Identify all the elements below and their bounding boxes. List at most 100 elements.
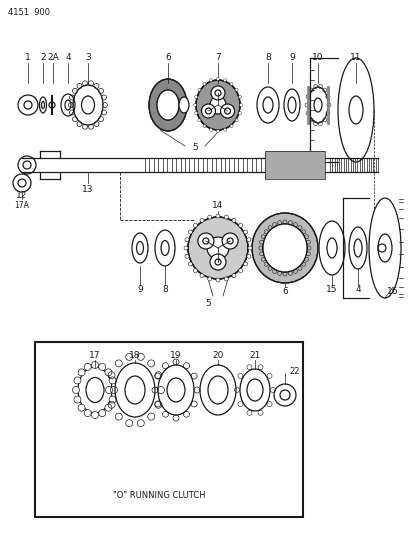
Circle shape [215,90,221,96]
Text: 2: 2 [40,53,46,62]
Circle shape [188,230,192,234]
Ellipse shape [349,96,363,124]
Circle shape [203,125,206,127]
Circle shape [210,254,226,270]
Circle shape [200,219,204,222]
Circle shape [215,259,221,265]
Circle shape [239,103,242,107]
Text: 4: 4 [65,53,71,62]
Circle shape [217,77,220,80]
Circle shape [195,111,197,115]
Circle shape [202,104,215,118]
Circle shape [208,277,212,281]
Circle shape [73,386,80,393]
Circle shape [239,223,243,228]
Text: 14: 14 [212,201,224,211]
Circle shape [230,83,233,85]
Circle shape [91,361,98,368]
Text: 2A: 2A [47,53,59,62]
Text: 13: 13 [82,184,94,193]
Ellipse shape [188,217,248,279]
Circle shape [239,269,243,272]
Circle shape [84,364,91,370]
Circle shape [221,104,235,118]
Circle shape [111,386,118,393]
Text: 19: 19 [170,351,182,359]
Bar [265,151,325,179]
Text: "O" RUNNING CLUTCH: "O" RUNNING CLUTCH [113,490,205,499]
Text: 9: 9 [289,53,295,62]
Ellipse shape [210,96,226,114]
Circle shape [238,95,242,99]
Text: 8: 8 [162,286,168,295]
Ellipse shape [263,224,307,272]
Circle shape [232,219,236,222]
Ellipse shape [196,80,240,130]
Circle shape [91,411,98,418]
Circle shape [222,233,238,249]
Circle shape [78,369,85,376]
Circle shape [209,128,213,131]
Circle shape [235,119,238,122]
Text: 22: 22 [290,367,300,376]
Bar [35,342,303,517]
Circle shape [244,262,248,266]
Circle shape [198,233,214,249]
Ellipse shape [369,198,401,298]
Ellipse shape [157,90,179,120]
Text: 5: 5 [205,300,211,309]
Text: 11: 11 [350,53,362,62]
Circle shape [78,404,85,411]
Bar [265,151,325,179]
Circle shape [247,254,251,259]
Circle shape [184,246,188,250]
Circle shape [105,404,112,411]
Text: 21: 21 [249,351,261,359]
Circle shape [224,128,226,131]
Text: 4151  900: 4151 900 [8,8,50,17]
Text: 17A: 17A [15,200,29,209]
Circle shape [247,238,251,242]
Circle shape [195,95,197,99]
Circle shape [105,369,112,376]
Circle shape [217,130,220,133]
Text: 12: 12 [16,190,28,199]
Ellipse shape [179,97,189,113]
Text: 5: 5 [192,143,198,152]
Circle shape [193,103,197,107]
Ellipse shape [207,237,229,259]
Circle shape [185,238,189,242]
Text: 1: 1 [25,53,31,62]
Text: 7: 7 [215,53,221,62]
Circle shape [200,274,204,278]
Text: 4: 4 [355,286,361,295]
Circle shape [193,223,197,228]
Text: 3: 3 [85,53,91,62]
Circle shape [224,108,231,114]
Circle shape [203,238,209,244]
Circle shape [230,125,233,127]
Text: 17: 17 [89,351,101,359]
Circle shape [224,215,228,219]
Circle shape [193,269,197,272]
Circle shape [99,409,106,417]
Circle shape [185,254,189,259]
Circle shape [209,79,213,82]
Circle shape [244,230,248,234]
Circle shape [188,262,192,266]
Text: 9: 9 [137,286,143,295]
Circle shape [216,214,220,218]
Circle shape [99,364,106,370]
Circle shape [206,108,211,114]
Ellipse shape [338,58,374,162]
Circle shape [248,246,252,250]
Text: 8: 8 [265,53,271,62]
Ellipse shape [149,79,187,131]
Text: 18: 18 [129,351,141,359]
Circle shape [84,409,91,417]
Circle shape [208,215,212,219]
Text: 20: 20 [212,351,224,359]
Circle shape [211,86,225,100]
Circle shape [198,119,201,122]
Circle shape [235,88,238,91]
